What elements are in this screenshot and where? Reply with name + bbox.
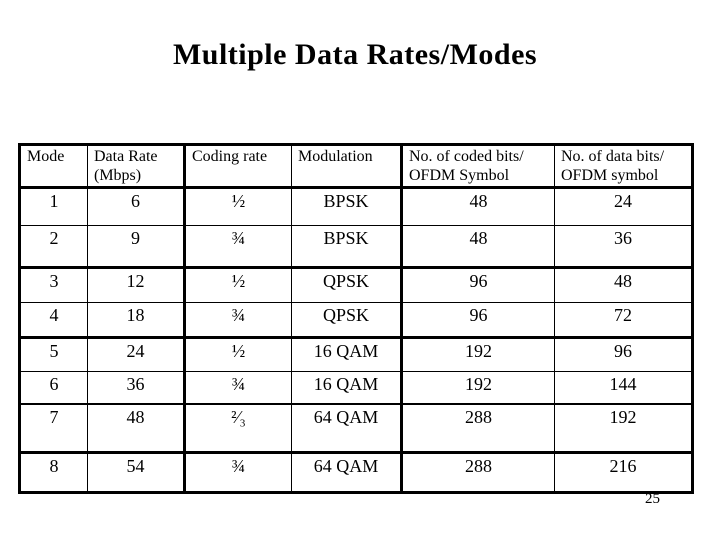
- table-cell: 6: [87, 186, 186, 226]
- table-row: 8 54 ¾ 64 QAM 288 216: [19, 451, 693, 493]
- table-cell: ½: [184, 186, 292, 226]
- column-header-data-rate: Data Rate (Mbps): [87, 144, 186, 189]
- table-cell: 72: [554, 301, 693, 339]
- data-rates-table: Mode Data Rate (Mbps) Coding rate Modula…: [18, 143, 694, 494]
- table-cell: 64 QAM: [291, 403, 403, 454]
- table-row: 1 6 ½ BPSK 48 24: [19, 186, 693, 226]
- table-cell: 96: [554, 336, 693, 372]
- table-cell: QPSK: [291, 266, 403, 303]
- table-cell: 216: [554, 451, 693, 493]
- table-cell: ¾: [184, 301, 292, 339]
- table-cell: 2: [19, 224, 88, 269]
- table-cell: 64 QAM: [291, 451, 403, 493]
- table-cell: ¾: [184, 224, 292, 269]
- table-cell: 192: [554, 403, 693, 454]
- page-number: 25: [645, 491, 660, 507]
- table-cell: 48: [87, 403, 186, 454]
- table-cell: 24: [554, 186, 693, 226]
- table-cell: BPSK: [291, 224, 403, 269]
- column-header-data-bits: No. of data bits/ OFDM symbol: [554, 144, 693, 189]
- table-cell: 48: [401, 186, 555, 226]
- table-cell: 16 QAM: [291, 336, 403, 372]
- table-cell: ¾: [184, 451, 292, 493]
- table-cell: QPSK: [291, 301, 403, 339]
- table-cell: 54: [87, 451, 186, 493]
- column-header-coded-bits: No. of coded bits/ OFDM Symbol: [401, 144, 555, 189]
- header-row: Mode Data Rate (Mbps) Coding rate Modula…: [19, 144, 693, 189]
- table-cell: 96: [401, 301, 555, 339]
- table-row: 2 9 ¾ BPSK 48 36: [19, 224, 693, 269]
- table-cell: 1: [19, 186, 88, 226]
- table-cell: ½: [184, 266, 292, 303]
- table-header: Mode Data Rate (Mbps) Coding rate Modula…: [19, 144, 693, 189]
- table-cell: 4: [19, 301, 88, 339]
- table-body: 1 6 ½ BPSK 48 24 2 9 ¾ BPSK 48 36 3 12 ½ QPSK 96 48 4 18 ¾ QP…: [19, 186, 693, 493]
- table-row: 3 12 ½ QPSK 96 48: [19, 266, 693, 303]
- table-cell: 144: [554, 370, 693, 406]
- page-title: Multiple Data Rates/Modes: [172, 38, 538, 71]
- table-cell: 36: [87, 370, 186, 406]
- table-cell: 8: [19, 451, 88, 493]
- table-cell: 5: [19, 336, 88, 372]
- table-cell: 7: [19, 403, 88, 454]
- table-cell: 24: [87, 336, 186, 372]
- table-cell: ²⁄₃: [184, 403, 292, 454]
- table-cell: 6: [19, 370, 88, 406]
- column-header-modulation: Modulation: [291, 144, 403, 189]
- table-cell: 192: [401, 336, 555, 372]
- table-cell: 48: [554, 266, 693, 303]
- table-cell: 9: [87, 224, 186, 269]
- column-header-mode: Mode: [19, 144, 88, 189]
- table-cell: 16 QAM: [291, 370, 403, 406]
- table-cell: ½: [184, 336, 292, 372]
- table-cell: 288: [401, 403, 555, 454]
- table-row: 6 36 ¾ 16 QAM 192 144: [19, 370, 693, 406]
- column-header-coding-rate: Coding rate: [184, 144, 292, 189]
- table-cell: ¾: [184, 370, 292, 406]
- table-cell: 18: [87, 301, 186, 339]
- table-cell: 36: [554, 224, 693, 269]
- table-row: 7 48 ²⁄₃ 64 QAM 288 192: [19, 403, 693, 454]
- table-row: 5 24 ½ 16 QAM 192 96: [19, 336, 693, 372]
- table-cell: 48: [401, 224, 555, 269]
- table-cell: BPSK: [291, 186, 403, 226]
- table-row: 4 18 ¾ QPSK 96 72: [19, 301, 693, 339]
- table-cell: 3: [19, 266, 88, 303]
- table-cell: 12: [87, 266, 186, 303]
- table-cell: 96: [401, 266, 555, 303]
- table-cell: 192: [401, 370, 555, 406]
- table-cell: 288: [401, 451, 555, 493]
